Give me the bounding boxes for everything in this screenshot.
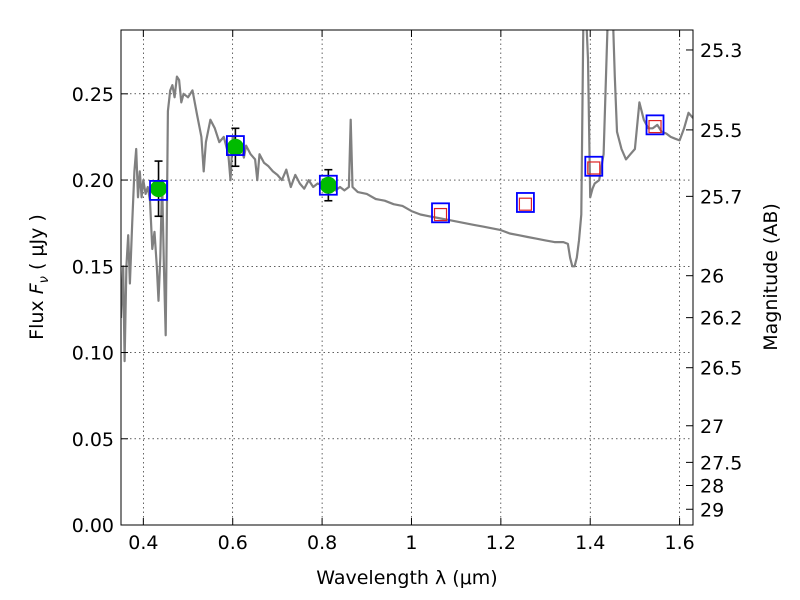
right-tick-label: 25.3 — [700, 40, 742, 62]
model-box — [225, 135, 245, 156]
y-tick-label: 0.05 — [72, 429, 114, 451]
x-tick-label: 1.6 — [664, 532, 694, 554]
x-tick-label: 0.6 — [218, 532, 248, 554]
predicted-box — [587, 161, 601, 175]
x-tick-label: 0.8 — [307, 532, 337, 554]
predicted-box — [433, 207, 448, 222]
y-axis-label: Flux Fν ( μJy ) — [26, 214, 52, 340]
model-box — [431, 202, 450, 224]
model-box — [584, 155, 604, 177]
right-tick-label: 25.5 — [700, 120, 742, 142]
model-box — [516, 192, 535, 213]
y-tick-label: 0.20 — [72, 170, 114, 192]
y-tick-label: 0.10 — [72, 343, 114, 365]
observed-point — [226, 138, 244, 156]
observed-point — [319, 176, 337, 194]
x-tick-label: 1 — [405, 532, 417, 554]
model-spectrum-line — [121, 30, 693, 363]
right-tick-label: 28 — [700, 475, 724, 497]
right-axis-label: Magnitude (AB) — [760, 203, 782, 351]
x-axis-ticks: 0.4 0.6 0.8 1 1.2 1.4 1.6 — [128, 30, 695, 554]
right-tick-label: 26.5 — [700, 358, 742, 380]
right-tick-label: 26.2 — [700, 308, 742, 330]
grid — [121, 30, 693, 525]
x-tick-label: 0.4 — [128, 532, 158, 554]
spectrum-series — [121, 30, 693, 363]
observed-point — [150, 180, 168, 198]
right-tick-label: 27 — [700, 416, 724, 438]
model-box — [149, 180, 168, 201]
right-tick-label: 29 — [700, 499, 724, 521]
model-box — [318, 174, 338, 196]
predicted-photometry-boxes — [433, 119, 662, 222]
model-box — [645, 114, 665, 136]
y-tick-label: 0.25 — [72, 84, 114, 106]
plot-frame — [120, 29, 694, 526]
y-tick-label: 0.00 — [72, 515, 114, 537]
x-axis-label: Wavelength λ (μm) — [316, 567, 497, 589]
x-tick-label: 1.4 — [575, 532, 605, 554]
right-tick-label: 26 — [700, 266, 724, 288]
predicted-box — [648, 119, 662, 134]
y-axis-ticks: 0.00 0.05 0.10 0.15 0.20 0.25 — [72, 84, 128, 537]
y-tick-label: 0.15 — [72, 256, 114, 278]
predicted-box — [518, 197, 533, 211]
right-tick-label: 25.7 — [700, 186, 742, 208]
x-tick-label: 1.2 — [486, 532, 516, 554]
right-tick-label: 27.5 — [700, 452, 742, 474]
model-photometry-boxes — [149, 114, 665, 224]
